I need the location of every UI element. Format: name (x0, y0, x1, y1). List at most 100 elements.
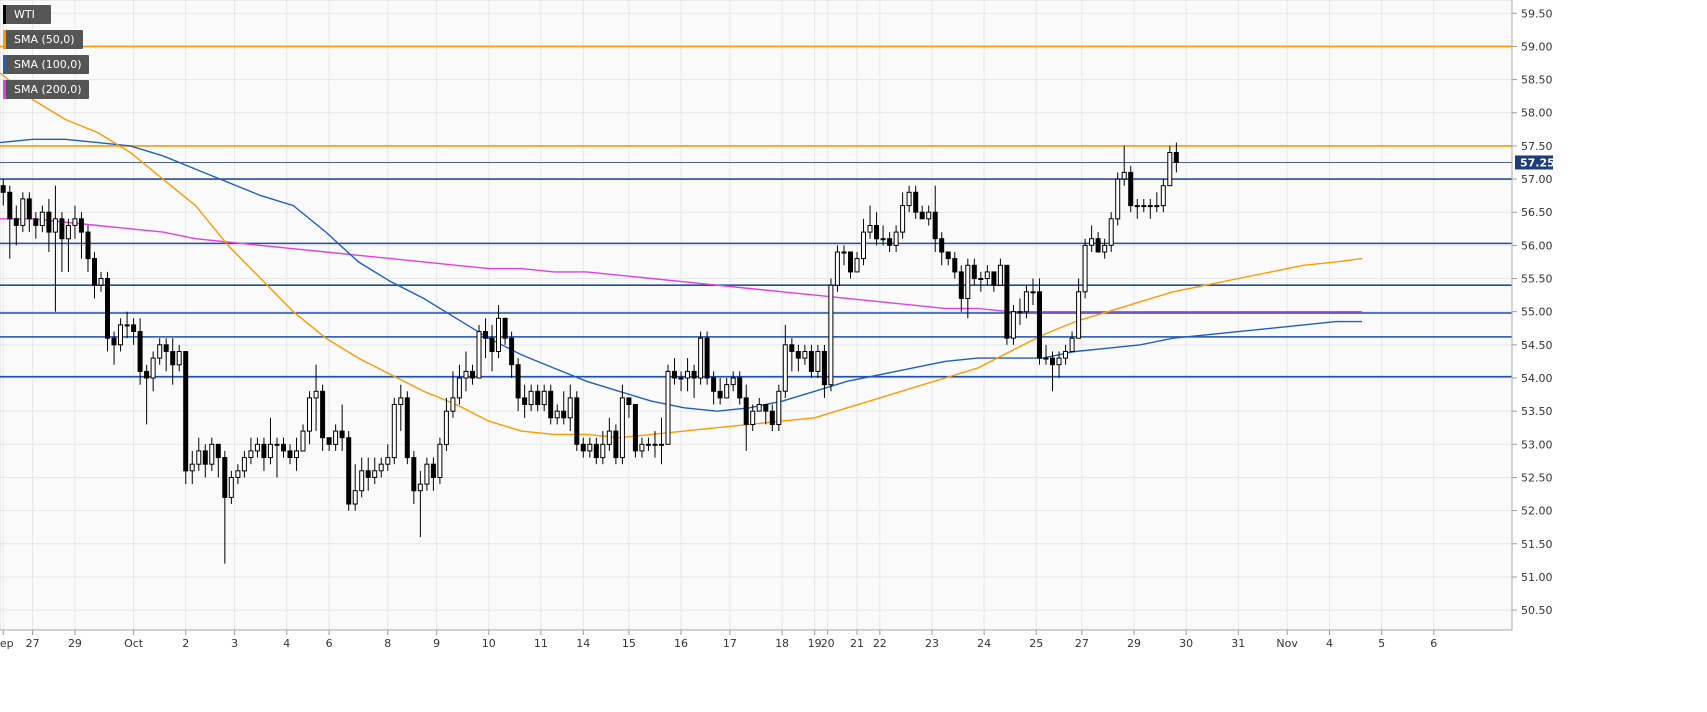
candle (619, 384, 625, 465)
candle-body (867, 225, 873, 233)
candle-body (848, 251, 853, 273)
candle-body (222, 457, 228, 498)
candle-body (65, 225, 71, 240)
candle (33, 212, 39, 239)
candle-body (1004, 264, 1010, 339)
candle-body (522, 397, 528, 405)
candle (0, 179, 6, 206)
candle-body (717, 390, 723, 399)
candle (248, 437, 254, 465)
candle-body (828, 284, 834, 386)
y-tick-label: 52.00 (1521, 505, 1553, 518)
candle-body (294, 450, 299, 458)
candle-body (450, 397, 456, 412)
candle-body (795, 351, 801, 359)
candle (241, 450, 247, 478)
candle-body (528, 390, 534, 406)
candle-body (802, 351, 808, 359)
candle (854, 252, 860, 273)
candle (645, 437, 651, 451)
candle (1102, 238, 1108, 259)
candle (13, 205, 19, 246)
candle (587, 437, 593, 458)
candle (26, 192, 32, 233)
candle (320, 384, 326, 451)
candle (7, 185, 13, 259)
x-tick-label: 27 (1075, 637, 1089, 650)
candle (78, 212, 84, 259)
candle (137, 318, 143, 385)
candle (1030, 278, 1036, 306)
legend: WTI SMA (50,0) SMA (100,0) SMA (200,0) (3, 5, 89, 99)
candle-body (98, 278, 104, 286)
candle (900, 192, 906, 239)
y-tick-label: 56.00 (1521, 239, 1553, 252)
candle (808, 344, 814, 378)
candle (606, 417, 612, 451)
candle-body (737, 377, 743, 399)
x-tick-label: 29 (1127, 637, 1141, 650)
candle (105, 271, 110, 352)
candle-body (756, 404, 762, 412)
candle-body (307, 397, 312, 432)
candle-body (659, 443, 664, 446)
candle-body (691, 370, 697, 379)
candle (795, 344, 801, 372)
candle-body (1147, 205, 1153, 208)
candle (46, 198, 52, 252)
candle-body (0, 185, 6, 193)
candle (874, 212, 879, 246)
candle (639, 437, 645, 458)
candle-body (483, 331, 488, 339)
candle-body (763, 404, 769, 412)
candle (1004, 264, 1010, 345)
candle (613, 424, 619, 465)
candle-body (502, 317, 508, 339)
x-tick-label: Oct (124, 637, 144, 650)
candle-body (1076, 291, 1082, 339)
candle (567, 384, 573, 432)
candle (1069, 331, 1075, 353)
candle-body (1154, 205, 1160, 208)
y-tick-label: 59.50 (1521, 7, 1553, 20)
candle (489, 324, 495, 372)
candle (984, 265, 990, 286)
candle-body (274, 443, 280, 446)
candle-body (926, 211, 932, 220)
candle-body (46, 211, 52, 233)
candle (391, 397, 397, 465)
candle (326, 437, 332, 451)
moving-averages (0, 72, 1363, 439)
candle (189, 450, 195, 485)
candle-body (326, 437, 332, 445)
candle (150, 351, 156, 392)
candle-body (398, 397, 404, 405)
candle (476, 324, 482, 379)
candle (821, 344, 827, 398)
legend-box (3, 55, 89, 74)
candle (763, 404, 769, 425)
x-tick-label: 25 (1029, 637, 1043, 650)
candle-body (939, 238, 945, 253)
candle-body (600, 443, 606, 459)
candle-body (131, 324, 137, 332)
y-tick-label: 58.00 (1521, 107, 1553, 120)
y-tick-label: 50.50 (1521, 604, 1553, 617)
candle (991, 271, 997, 292)
candle (1076, 278, 1082, 339)
candle (98, 271, 104, 292)
candle (1160, 179, 1166, 213)
candle (887, 232, 893, 252)
candle (750, 404, 756, 432)
candle (456, 364, 462, 405)
y-tick-label: 57.00 (1521, 173, 1553, 186)
candle (678, 371, 684, 392)
candle-body (39, 211, 45, 226)
candle-body (893, 231, 899, 246)
y-tick-label: 53.50 (1521, 405, 1553, 418)
candle (202, 444, 208, 478)
candle-body (1037, 291, 1042, 359)
candle (1017, 298, 1023, 325)
candle-body (1115, 178, 1121, 220)
